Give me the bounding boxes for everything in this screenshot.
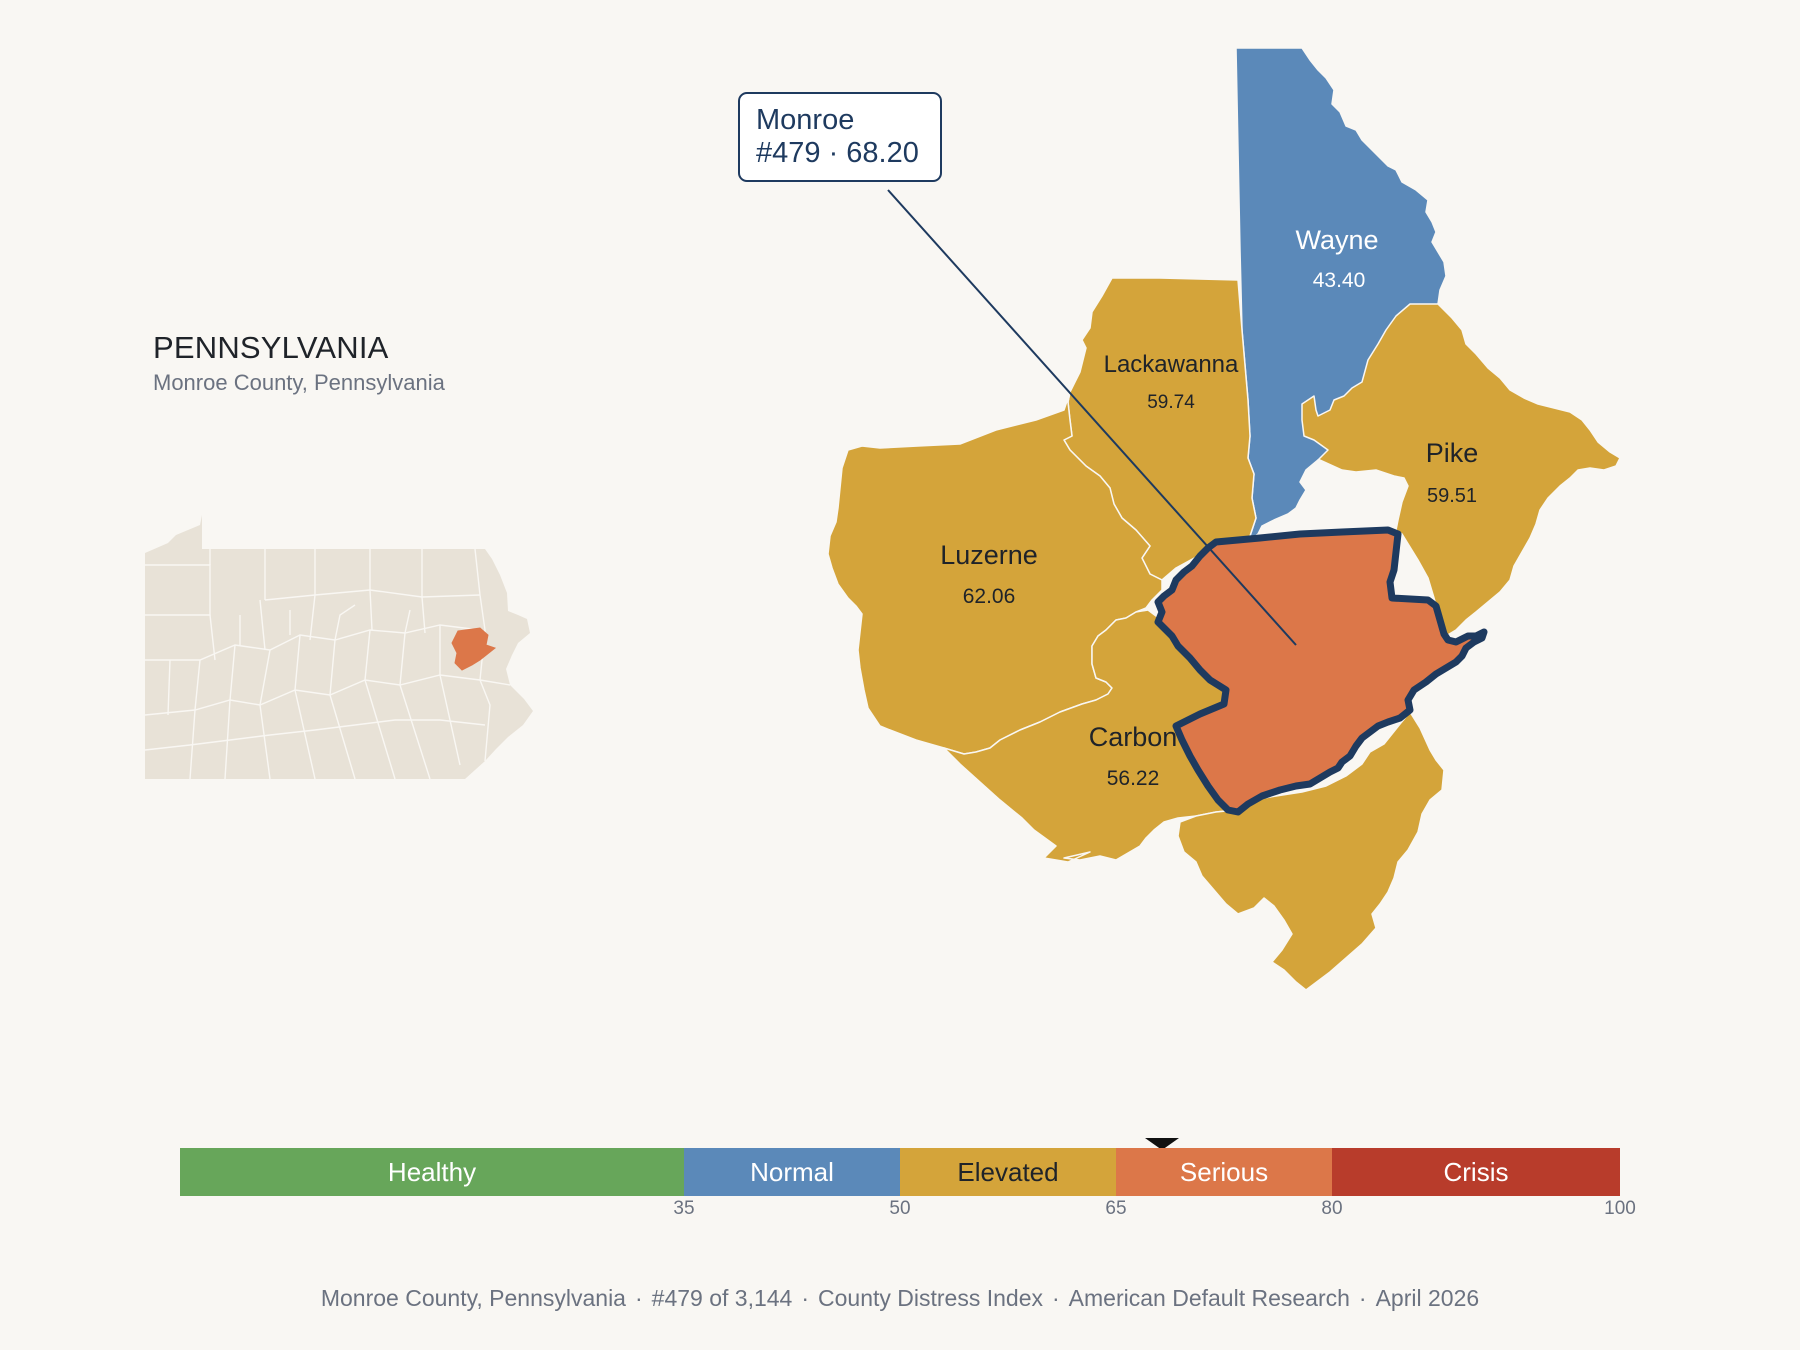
lackawanna-name-label: Lackawanna — [1104, 351, 1239, 378]
footer-county: Monroe County, Pennsylvania — [320, 1285, 626, 1311]
footer-rank: #479 of 3,144 — [651, 1285, 793, 1311]
state-title: PENNSYLVANIA — [153, 330, 389, 365]
scale-segment-healthy: Healthy — [180, 1148, 684, 1196]
footer-source: American Default Research — [1068, 1285, 1350, 1311]
luzerne-name-label: Luzerne — [940, 540, 1038, 570]
wayne-name-label: Wayne — [1295, 225, 1378, 255]
scale-segment-serious: Serious — [1116, 1148, 1332, 1196]
scale-tick-35: 35 — [673, 1198, 695, 1219]
scale-segment-normal: Normal — [684, 1148, 900, 1196]
carbon-name-label: Carbon — [1089, 722, 1178, 752]
scale-segment-elevated: Elevated — [900, 1148, 1116, 1196]
inset-state-shape — [144, 515, 533, 780]
callout-rank-value: #479 · 68.20 — [756, 137, 919, 169]
footer-credits: Monroe County, Pennsylvania · #479 of 3,14… — [0, 1285, 1800, 1312]
callout-leader-line — [887, 189, 1297, 646]
state-inset-map — [144, 515, 533, 780]
footer-separator: · — [1358, 1285, 1367, 1311]
footer-separator: · — [634, 1285, 643, 1311]
scale-tick-100: 100 — [1604, 1198, 1636, 1219]
callout-county-name: Monroe — [756, 104, 855, 136]
county-callout: Monroe #479 · 68.20 — [738, 92, 942, 182]
footer-separator: · — [1052, 1285, 1060, 1311]
county-northampton[interactable] — [1177, 711, 1445, 991]
distress-scale: Healthy Normal Elevated Serious Crisis — [180, 1148, 1620, 1196]
county-monroe[interactable] — [1154, 526, 1488, 816]
scale-tick-65: 65 — [1105, 1198, 1127, 1219]
carbon-value-label: 56.22 — [1107, 767, 1160, 790]
footer-date: April 2026 — [1375, 1285, 1480, 1311]
pike-name-label: Pike — [1426, 438, 1479, 468]
inset-highlight-county — [451, 627, 497, 671]
county-map: Wayne 43.40 Lackawanna 59.74 Pike 59.51 … — [827, 47, 1621, 991]
state-title-block: PENNSYLVANIA Monroe County, Pennsylvania — [153, 330, 445, 396]
scale-tick-50: 50 — [889, 1198, 911, 1219]
scale-marker — [1145, 1138, 1180, 1150]
footer-separator: · — [801, 1285, 810, 1311]
scale-ticks: 35 50 65 80 100 — [0, 1198, 1800, 1222]
lackawanna-value-label: 59.74 — [1147, 392, 1195, 413]
footer-index: County Distress Index — [818, 1285, 1043, 1311]
scale-segment-crisis: Crisis — [1332, 1148, 1620, 1196]
state-subtitle: Monroe County, Pennsylvania — [153, 370, 445, 395]
scale-tick-80: 80 — [1321, 1198, 1343, 1219]
luzerne-value-label: 62.06 — [963, 585, 1016, 608]
pike-value-label: 59.51 — [1427, 485, 1477, 507]
wayne-value-label: 43.40 — [1313, 269, 1366, 292]
